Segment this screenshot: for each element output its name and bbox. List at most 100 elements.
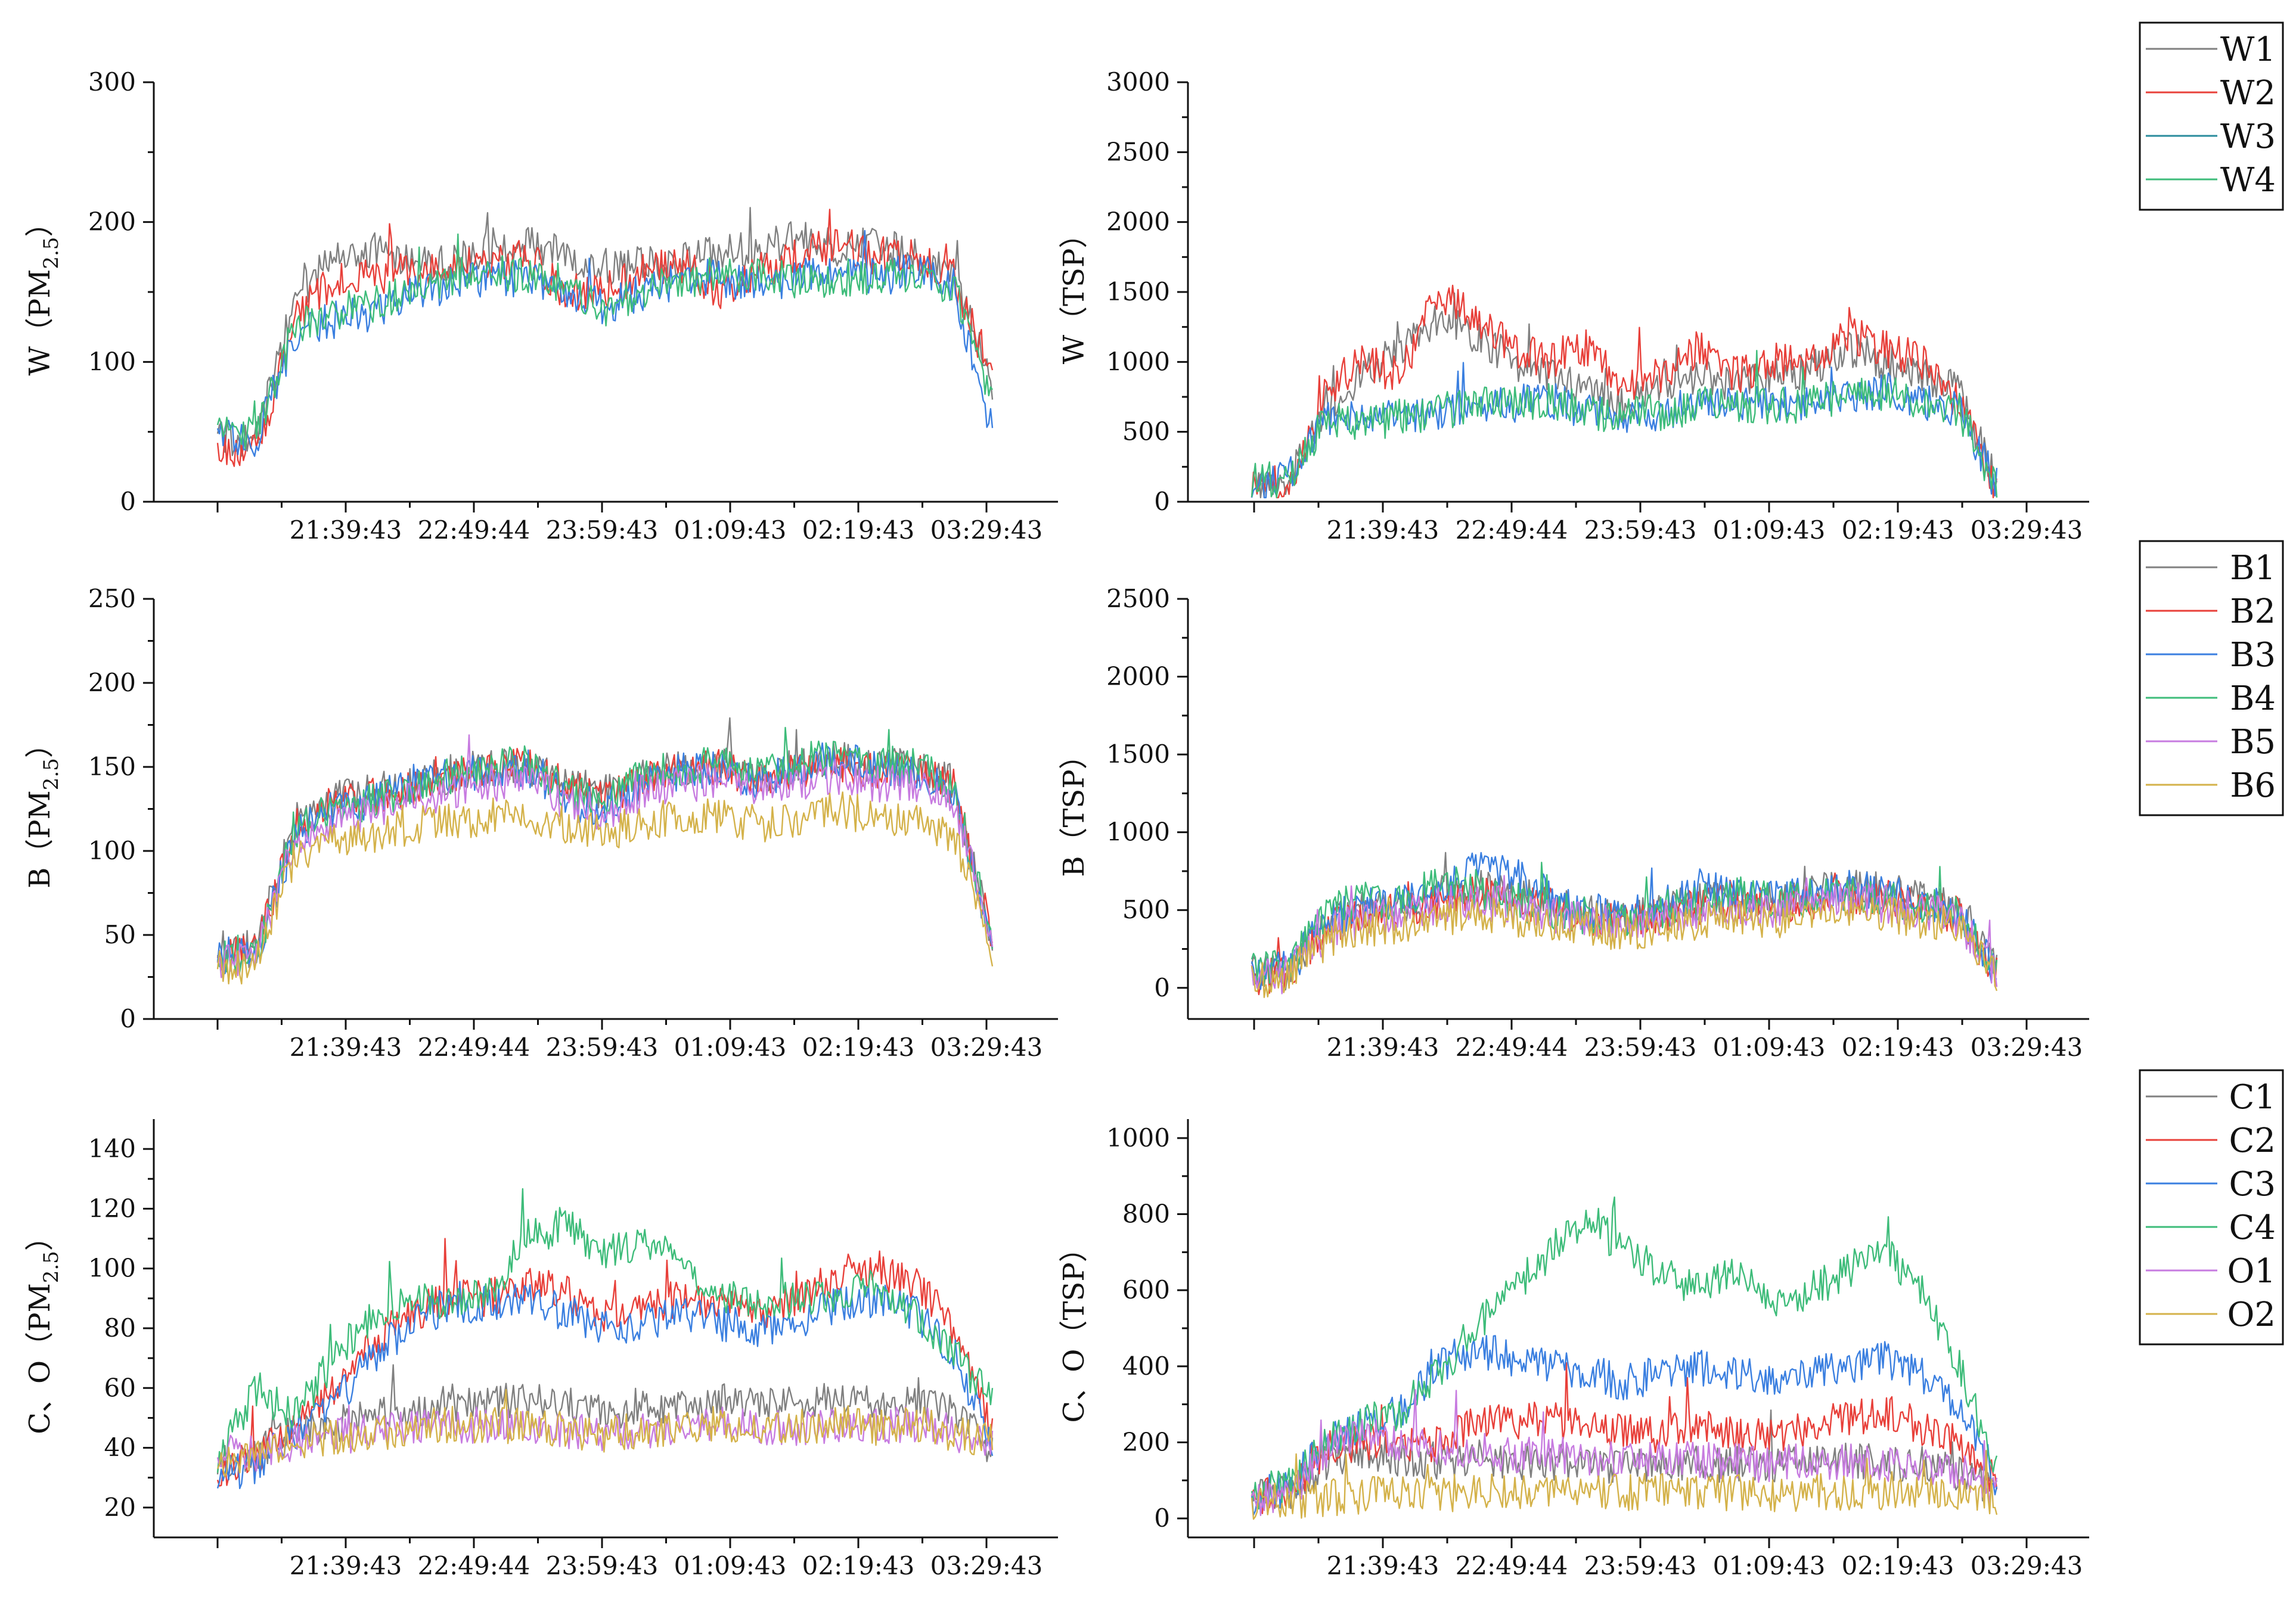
x-tick-label: 22:49:44 <box>418 515 530 545</box>
y-tick-label: 0 <box>1154 1503 1170 1533</box>
y-tick-label: 120 <box>88 1194 136 1223</box>
legend-label: B5 <box>2230 723 2276 762</box>
legend-label: B3 <box>2230 636 2276 675</box>
series-line-B3 <box>216 742 994 975</box>
y-axis-label: W（PM2.5） <box>23 209 63 376</box>
y-axis-label-suffix: ） <box>23 729 57 758</box>
y-tick-label: 500 <box>1122 895 1170 924</box>
y-axis-label-suffix: ） <box>23 1222 57 1251</box>
series-line-B5 <box>216 734 994 978</box>
legend-label: O2 <box>2227 1295 2276 1334</box>
x-tick-label: 23:59:43 <box>546 1033 659 1062</box>
y-tick-label: 250 <box>88 584 136 613</box>
y-tick-label: 500 <box>1122 417 1170 446</box>
y-axis-label-main: C、O（PM <box>23 1283 57 1434</box>
legend-W: W1 W2 W3 W4 <box>2139 21 2284 211</box>
y-tick-label: 200 <box>88 207 136 237</box>
y-tick-label: 100 <box>88 836 136 865</box>
y-axis-label-suffix: ） <box>23 209 57 237</box>
y-tick-label: 0 <box>120 1004 136 1033</box>
x-tick-label: 03:29:43 <box>1971 1033 2083 1062</box>
y-tick-label: 40 <box>104 1433 136 1462</box>
x-tick-label: 22:49:44 <box>1456 1551 1568 1580</box>
x-tick-label: 01:09:43 <box>674 1551 787 1580</box>
x-tick-label: 23:59:43 <box>546 515 659 545</box>
y-tick-label: 0 <box>120 487 136 516</box>
y-tick-label: 140 <box>88 1134 136 1163</box>
y-tick-label: 0 <box>1154 487 1170 516</box>
series-line-O2 <box>216 1388 994 1478</box>
y-axis-label: C、O（PM2.5） <box>23 1222 63 1434</box>
x-tick-label: 01:09:43 <box>674 1033 787 1062</box>
x-tick-label: 22:49:44 <box>1456 1033 1568 1062</box>
x-tick-label: 01:09:43 <box>1713 515 1826 545</box>
y-tick-label: 2500 <box>1106 137 1170 166</box>
y-axis-label-main: C、O（TSP） <box>1057 1234 1091 1422</box>
y-tick-label: 2500 <box>1106 584 1170 613</box>
legend-label: O1 <box>2227 1252 2276 1291</box>
x-tick-label: 22:49:44 <box>418 1033 530 1062</box>
series-line-O2 <box>1251 1450 1998 1520</box>
legend-label: C3 <box>2229 1165 2276 1204</box>
legend-label: W3 <box>2220 117 2276 156</box>
x-tick-label: 23:59:43 <box>1584 1033 1697 1062</box>
y-axis-label: B（PM2.5） <box>23 729 63 888</box>
x-tick-label: 03:29:43 <box>930 515 1043 545</box>
x-tick-label: 01:09:43 <box>1713 1551 1826 1580</box>
series-line-W4 <box>216 233 994 450</box>
legend-label: B1 <box>2230 549 2276 588</box>
x-tick-label: 02:19:43 <box>802 1551 915 1580</box>
x-tick-label: 03:29:43 <box>930 1033 1043 1062</box>
y-tick-label: 200 <box>88 668 136 697</box>
x-tick-label: 02:19:43 <box>1842 515 1954 545</box>
y-tick-label: 1000 <box>1106 347 1170 376</box>
y-tick-label: 1000 <box>1106 1123 1170 1152</box>
legends: W1 W2 W3 W4 B1 B2 B3 B4 B5 B6 C1 C2 C3 C4 O1 O2 <box>2139 21 2284 1346</box>
y-tick-label: 400 <box>1122 1351 1170 1381</box>
chart-co-pm25: 20 40 60 80 100 120 140 21:39:43 22:49:44 23:59:4… <box>23 1119 1058 1580</box>
series-line-C2 <box>1251 1362 1998 1515</box>
series-line-B6 <box>216 791 994 985</box>
chart-w-tsp: 0 500 1000 1500 2000 2500 3000 21:39:43 22:49:44… <box>1057 67 2089 545</box>
series-line-B1 <box>216 717 994 969</box>
y-axis-label: W（TSP） <box>1057 220 1091 365</box>
y-axis-label-main: W（TSP） <box>1057 220 1091 365</box>
y-tick-label: 800 <box>1122 1200 1170 1229</box>
series-line-W2 <box>1251 284 1998 499</box>
legend-label: B2 <box>2230 592 2276 631</box>
series-line-C3 <box>216 1281 994 1490</box>
x-tick-label: 03:29:43 <box>1971 515 2083 545</box>
y-tick-label: 2000 <box>1106 207 1170 237</box>
x-tick-label: 02:19:43 <box>802 1033 915 1062</box>
series-line-B6 <box>1251 894 1998 998</box>
y-tick-label: 50 <box>104 920 136 949</box>
y-axis-label-main: W（PM <box>23 269 57 376</box>
x-tick-label: 23:59:43 <box>1584 1551 1697 1580</box>
chart-w-pm25: 0 100 200 300 21:39:43 22:49:44 23:59:43 01:09:… <box>23 67 1058 545</box>
chart-b-pm25: 0 50 100 150 200 250 21:39:43 22:49:44 23:59:43 0… <box>23 584 1058 1062</box>
legend-box <box>2139 1069 2284 1346</box>
y-tick-label: 60 <box>104 1373 136 1402</box>
series-line-W1 <box>216 207 994 457</box>
y-tick-label: 600 <box>1122 1275 1170 1304</box>
legend-B: B1 B2 B3 B4 B5 B6 <box>2139 540 2284 816</box>
legend-C: C1 C2 C3 C4 O1 O2 <box>2139 1069 2284 1346</box>
x-tick-label: 21:39:43 <box>290 1551 402 1580</box>
x-tick-label: 02:19:43 <box>1842 1551 1954 1580</box>
y-tick-label: 150 <box>88 752 136 781</box>
y-axis-label: B（TSP） <box>1057 741 1091 877</box>
x-tick-label: 21:39:43 <box>290 1033 402 1062</box>
x-tick-label: 03:29:43 <box>1971 1551 2083 1580</box>
y-axis-label-subscript: 2.5 <box>39 758 63 790</box>
x-tick-label: 22:49:44 <box>1456 515 1568 545</box>
y-tick-label: 1500 <box>1106 740 1170 769</box>
y-axis-label-main: B（PM <box>23 790 57 888</box>
y-tick-label: 300 <box>88 67 136 97</box>
legend-label: W2 <box>2220 74 2276 113</box>
y-axis-label-subscript: 2.5 <box>39 1251 63 1283</box>
legend-label: C2 <box>2229 1121 2276 1160</box>
x-tick-label: 02:19:43 <box>802 515 915 545</box>
series-line-C1 <box>216 1364 994 1478</box>
y-tick-label: 200 <box>1122 1427 1170 1456</box>
